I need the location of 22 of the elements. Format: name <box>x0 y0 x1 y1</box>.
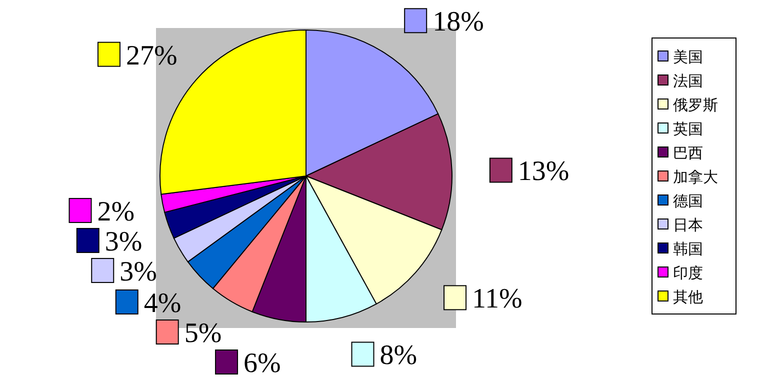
legend-label: 英国 <box>673 120 703 138</box>
data-label: 4% <box>144 288 182 319</box>
data-label: 5% <box>184 318 222 349</box>
data-label: 3% <box>120 256 157 288</box>
legend-label: 美国 <box>673 48 703 66</box>
legend-label: 印度 <box>673 264 703 282</box>
data-label: 8% <box>380 340 418 372</box>
legend-label: 韩国 <box>673 240 703 258</box>
legend-label: 俄罗斯 <box>673 96 718 114</box>
data-label: 3% <box>104 226 142 258</box>
legend-label: 法国 <box>673 72 703 90</box>
data-label: 27% <box>126 40 178 72</box>
legend-label: 德国 <box>673 192 703 210</box>
legend-label: 巴西 <box>673 144 703 162</box>
data-label: 18% <box>432 6 484 38</box>
legend-label: 加拿大 <box>673 168 718 186</box>
data-label: 6% <box>244 348 281 379</box>
legend-label: 其他 <box>673 288 703 306</box>
legend-label: 日本 <box>673 216 703 234</box>
data-label: 2% <box>97 196 135 228</box>
data-label: 11% <box>472 284 522 315</box>
data-label: 13% <box>518 156 570 188</box>
